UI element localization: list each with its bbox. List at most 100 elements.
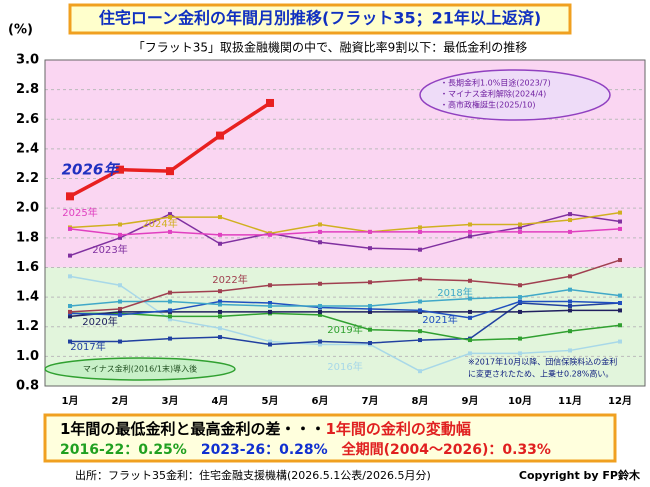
- summary-p1: 2016-22：0.25%: [60, 442, 187, 458]
- point: [568, 308, 572, 313]
- point: [518, 222, 522, 227]
- point: [418, 247, 422, 252]
- x-tick-label: 6月: [312, 395, 329, 407]
- point: [66, 192, 74, 201]
- point: [568, 348, 572, 353]
- y-label: (%): [8, 23, 33, 38]
- series-label: 2024年: [142, 217, 177, 230]
- point: [518, 309, 522, 314]
- point: [116, 165, 124, 174]
- negative-rate-note: マイナス金利(2016/1末)導入後: [83, 364, 197, 374]
- series-line: [69, 259, 621, 313]
- point: [168, 336, 172, 341]
- point: [568, 274, 572, 279]
- point: [68, 274, 72, 279]
- point: [68, 226, 72, 231]
- summary-values: 2016-22：0.25% 2023-26：0.28% 全期間(2004～2026)…: [60, 441, 551, 458]
- point: [118, 306, 122, 311]
- point: [618, 308, 622, 313]
- point: [568, 329, 572, 334]
- point: [418, 229, 422, 234]
- point: [168, 290, 172, 295]
- point: [568, 218, 572, 223]
- point: [218, 309, 222, 314]
- point: [268, 232, 272, 237]
- point: [318, 229, 322, 234]
- point: [368, 306, 372, 311]
- series-label: 2019年: [327, 323, 362, 336]
- y-tick-label: 0.8: [16, 379, 39, 394]
- summary-heading-em: 1年間の金利の変動幅: [325, 420, 470, 438]
- event: ・高市政権誕生(2025/10): [440, 100, 535, 110]
- plot-frame: [44, 59, 646, 387]
- point: [468, 278, 472, 283]
- series-line: [69, 300, 621, 319]
- point: [468, 315, 472, 320]
- point: [218, 232, 222, 237]
- point: [618, 323, 622, 328]
- point: [368, 303, 372, 308]
- point: [268, 339, 272, 344]
- point: [418, 369, 422, 374]
- y-tick-label: 2.0: [16, 201, 39, 216]
- series-label: 2018年: [437, 286, 472, 299]
- point: [68, 314, 72, 319]
- point: [118, 312, 122, 317]
- point: [468, 338, 472, 343]
- point: [118, 299, 122, 304]
- point: [318, 240, 322, 245]
- point: [468, 296, 472, 301]
- point: [518, 299, 522, 304]
- copyright: Copyright by FP鈴木: [519, 468, 641, 482]
- x-tick-label: 7月: [362, 395, 379, 407]
- point: [218, 326, 222, 331]
- footnote: ※2017年10月以降、団信保険料込の金利: [468, 357, 617, 367]
- point: [216, 131, 224, 140]
- title-box: [68, 3, 572, 35]
- summary-p3: 全期間(2004～2026)：0.33%: [341, 441, 551, 458]
- point: [68, 253, 72, 258]
- event-box: [419, 69, 611, 121]
- point: [368, 309, 372, 314]
- series-label: 2026年: [62, 161, 121, 179]
- point: [118, 339, 122, 344]
- x-tick-label: 2月: [112, 395, 129, 407]
- point: [168, 317, 172, 322]
- point: [68, 303, 72, 308]
- y-tick-label: 2.6: [16, 112, 39, 127]
- point: [118, 309, 122, 314]
- point: [468, 309, 472, 314]
- point: [168, 299, 172, 304]
- y-tick-label: 1.4: [16, 290, 39, 305]
- series-line: [69, 211, 621, 235]
- point: [368, 246, 372, 251]
- point: [618, 258, 622, 263]
- point: [468, 229, 472, 234]
- point: [618, 210, 622, 215]
- point: [568, 299, 572, 304]
- point: [318, 281, 322, 286]
- point: [518, 229, 522, 234]
- x-tick-label: 5月: [262, 395, 279, 407]
- point: [268, 303, 272, 308]
- series-line: [69, 288, 621, 307]
- point: [418, 299, 422, 304]
- point: [368, 341, 372, 346]
- y-tick-label: 1.6: [16, 260, 39, 275]
- series-line: [69, 275, 621, 372]
- y-tick-label: 3.0: [16, 53, 39, 68]
- x-tick-label: 12月: [608, 395, 632, 407]
- series-label: 2025年: [62, 206, 97, 219]
- point: [168, 229, 172, 234]
- point: [268, 283, 272, 288]
- point: [318, 342, 322, 347]
- x-tick-label: 4月: [212, 395, 229, 407]
- point: [518, 295, 522, 300]
- point: [118, 232, 122, 237]
- chart-title: 住宅ローン金利の年間月別推移(フラット35；21年以上返済): [99, 9, 541, 28]
- point: [518, 225, 522, 230]
- y-tick-label: 1.2: [16, 319, 39, 334]
- point: [268, 309, 272, 314]
- footnote: に変更されたため、上乗せ0.28%高い。: [468, 369, 613, 379]
